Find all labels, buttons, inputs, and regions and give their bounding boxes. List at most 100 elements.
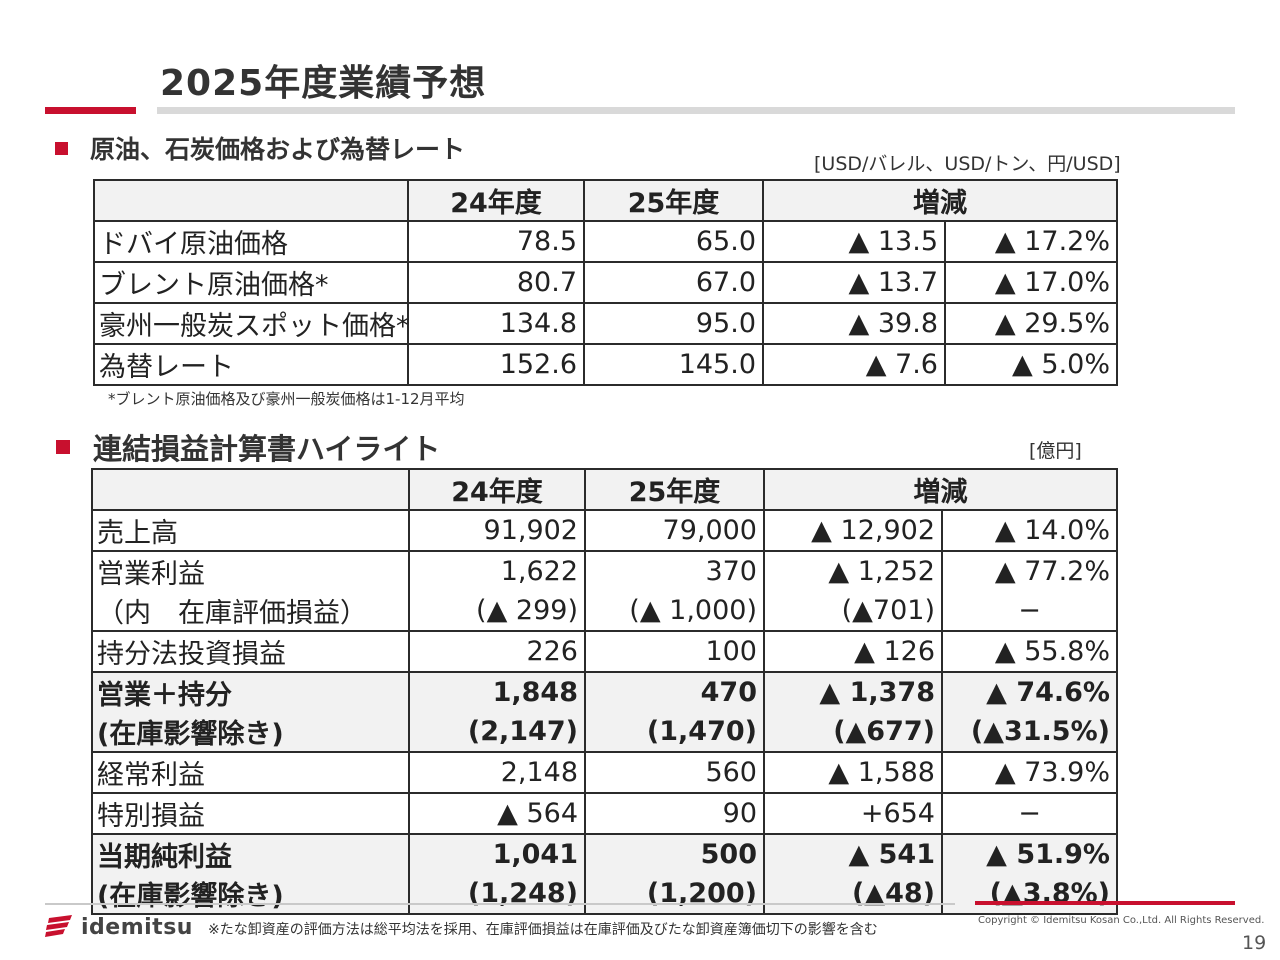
header-change: 増減	[762, 179, 1118, 222]
section-heading-pl: 連結損益計算書ハイライト	[56, 426, 440, 468]
cell-fy24: 1,848	[408, 671, 586, 712]
row-label: (在庫影響除き)	[91, 874, 410, 915]
cell-fy24: 78.5	[407, 220, 585, 263]
cell-pct: ▲ 17.2%	[944, 220, 1118, 263]
cell-pct: −	[941, 591, 1118, 632]
cell-diff: (▲701)	[763, 591, 943, 632]
footer-divider	[45, 903, 955, 905]
row-label: 為替レート	[93, 343, 409, 386]
company-logo: idemitsu	[45, 914, 193, 940]
valuation-footnote: ※たな卸資産の評価方法は総平均法を採用、在庫評価損益は在庫評価及びたな卸資産簿価…	[208, 922, 878, 938]
table-row: (在庫影響除き) (1,248) (1,200) (▲48) (▲3.8%)	[91, 874, 1118, 915]
row-label: 営業＋持分	[91, 671, 410, 712]
section-heading-prices: 原油、石炭価格および為替レート	[55, 130, 465, 166]
cell-fy25: 90	[584, 792, 765, 835]
cell-fy24: 226	[408, 630, 586, 673]
cell-fy24: 152.6	[407, 343, 585, 386]
row-label: 経常利益	[91, 751, 410, 794]
row-label: ブレント原油価格*	[93, 261, 409, 304]
table-row: 売上高 91,902 79,000 ▲ 12,902 ▲ 14.0%	[91, 509, 1118, 552]
header-fy25: 25年度	[583, 179, 764, 222]
cell-fy25: 100	[584, 630, 765, 673]
table-row: （内 在庫評価損益） (▲ 299) (▲ 1,000) (▲701) −	[91, 591, 1118, 632]
cell-pct: ▲ 77.2%	[941, 550, 1118, 591]
page-number: 19	[1242, 932, 1267, 954]
cell-fy24: (▲ 299)	[408, 591, 586, 632]
row-label: 当期純利益	[91, 833, 410, 874]
bullet-square-icon	[56, 440, 70, 454]
cell-pct: ▲ 55.8%	[941, 630, 1118, 673]
cell-pct: −	[941, 792, 1118, 835]
idemitsu-logo-icon	[45, 915, 72, 937]
cell-fy24: 1,622	[408, 550, 586, 591]
header-fy25: 25年度	[584, 468, 765, 511]
cell-fy25: 79,000	[584, 509, 765, 552]
page-title: 2025年度業績予想	[160, 63, 487, 104]
header-fy24: 24年度	[407, 179, 585, 222]
header-change: 増減	[763, 468, 1118, 511]
unit-label: [USD/バレル、USD/トン、円/USD]	[814, 153, 1121, 175]
cell-fy25: (1,470)	[584, 712, 765, 753]
cell-diff: ▲ 13.7	[762, 261, 946, 304]
row-label: ドバイ原油価格	[93, 220, 409, 263]
cell-fy24: 2,148	[408, 751, 586, 794]
cell-fy25: 95.0	[583, 302, 764, 345]
price-footnote: *ブレント原油価格及び豪州一般炭価格は1-12月平均	[108, 390, 465, 408]
cell-fy25: 470	[584, 671, 765, 712]
section-heading-text: 連結損益計算書ハイライト	[93, 432, 441, 466]
cell-diff: ▲ 1,252	[763, 550, 943, 591]
row-label: (在庫影響除き)	[91, 712, 410, 753]
unit-label: [億円]	[1029, 440, 1082, 462]
cell-fy24: (1,248)	[408, 874, 586, 915]
table-header-row: 24年度 25年度 増減	[91, 468, 1118, 511]
logo-text: idemitsu	[81, 914, 193, 940]
cell-pct: ▲ 5.0%	[944, 343, 1118, 386]
footer-accent-bar	[975, 901, 1235, 905]
row-label: 営業利益	[91, 550, 410, 591]
cell-pct: ▲ 29.5%	[944, 302, 1118, 345]
cell-pct: (▲3.8%)	[941, 874, 1118, 915]
cell-pct: ▲ 17.0%	[944, 261, 1118, 304]
cell-fy24: 80.7	[407, 261, 585, 304]
cell-fy25: 370	[584, 550, 765, 591]
section-heading-text: 原油、石炭価格および為替レート	[90, 135, 466, 164]
row-label: 持分法投資損益	[91, 630, 410, 673]
header-blank	[91, 468, 410, 511]
table-row: 持分法投資損益 226 100 ▲ 126 ▲ 55.8%	[91, 630, 1118, 673]
title-divider	[157, 107, 1235, 114]
bullet-square-icon	[55, 141, 68, 155]
header-fy24: 24年度	[408, 468, 586, 511]
cell-fy25: 145.0	[583, 343, 764, 386]
cell-pct: (▲31.5%)	[941, 712, 1118, 753]
cell-fy24: 91,902	[408, 509, 586, 552]
row-label: 特別損益	[91, 792, 410, 835]
cell-diff: ▲ 1,378	[763, 671, 943, 712]
table-row: 経常利益 2,148 560 ▲ 1,588 ▲ 73.9%	[91, 751, 1118, 794]
cell-fy25: 560	[584, 751, 765, 794]
price-table: 24年度 25年度 増減 ドバイ原油価格 78.5 65.0 ▲ 13.5 ▲ …	[93, 179, 1118, 386]
table-row: 当期純利益 1,041 500 ▲ 541 ▲ 51.9%	[91, 833, 1118, 874]
table-row: (在庫影響除き) (2,147) (1,470) (▲677) (▲31.5%)	[91, 712, 1118, 753]
table-row: 為替レート 152.6 145.0 ▲ 7.6 ▲ 5.0%	[93, 343, 1118, 386]
cell-diff: +654	[763, 792, 943, 835]
cell-diff: ▲ 13.5	[762, 220, 946, 263]
cell-diff: (▲48)	[763, 874, 943, 915]
cell-fy25: (1,200)	[584, 874, 765, 915]
cell-diff: ▲ 39.8	[762, 302, 946, 345]
row-label: （内 在庫評価損益）	[91, 591, 410, 632]
cell-fy25: 67.0	[583, 261, 764, 304]
copyright: Copyright © Idemitsu Kosan Co.,Ltd. All …	[978, 915, 1265, 926]
pl-table: 24年度 25年度 増減 売上高 91,902 79,000 ▲ 12,902 …	[91, 468, 1118, 915]
table-row: 特別損益 ▲ 564 90 +654 −	[91, 792, 1118, 835]
table-row: ドバイ原油価格 78.5 65.0 ▲ 13.5 ▲ 17.2%	[93, 220, 1118, 263]
title-accent-bar	[45, 107, 136, 114]
cell-pct: ▲ 51.9%	[941, 833, 1118, 874]
cell-fy25: (▲ 1,000)	[584, 591, 765, 632]
row-label: 売上高	[91, 509, 410, 552]
cell-fy24: 1,041	[408, 833, 586, 874]
table-row: ブレント原油価格* 80.7 67.0 ▲ 13.7 ▲ 17.0%	[93, 261, 1118, 304]
cell-fy24: (2,147)	[408, 712, 586, 753]
table-header-row: 24年度 25年度 増減	[93, 179, 1118, 222]
table-row: 豪州一般炭スポット価格* 134.8 95.0 ▲ 39.8 ▲ 29.5%	[93, 302, 1118, 345]
cell-diff: ▲ 126	[763, 630, 943, 673]
